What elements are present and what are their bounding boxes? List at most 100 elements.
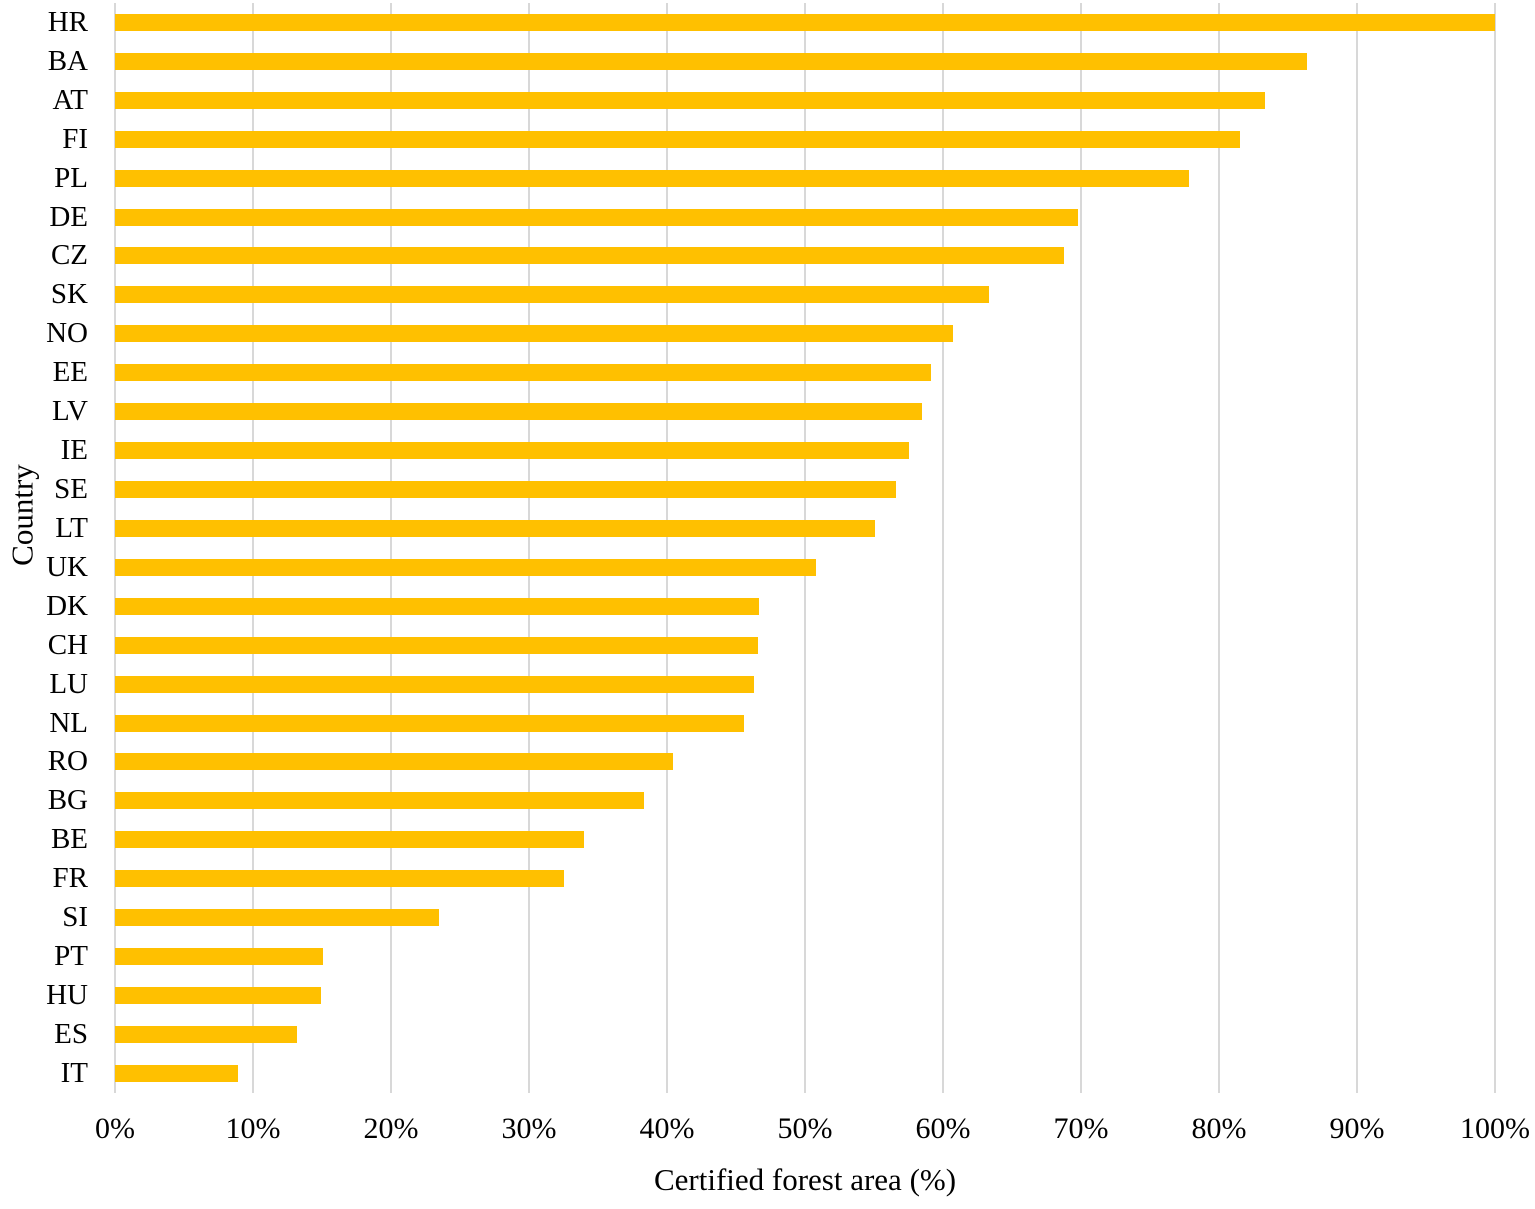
x-axis-title: Certified forest area (%) xyxy=(653,1162,957,1197)
y-tick-label: ES xyxy=(54,1017,88,1050)
gridline xyxy=(528,3,530,1093)
bar-row xyxy=(115,3,1495,42)
bar-SK xyxy=(115,286,989,304)
y-tick-label: EE xyxy=(52,356,88,389)
bar-PL xyxy=(115,169,1189,187)
gridline xyxy=(1356,3,1358,1093)
y-tick-label: SE xyxy=(54,473,88,506)
y-tick-label: DK xyxy=(46,589,88,622)
bar-row xyxy=(115,353,1495,392)
bar-BG xyxy=(115,792,644,810)
y-tick-label: RO xyxy=(47,745,88,778)
bar-FR xyxy=(115,870,564,888)
bar-BA xyxy=(115,52,1308,70)
y-tick-label: FR xyxy=(52,862,88,895)
bar-EE xyxy=(115,364,931,382)
x-tick-label: 40% xyxy=(639,1112,695,1145)
y-tick-label: CH xyxy=(47,628,88,661)
gridline xyxy=(390,3,392,1093)
bar-DK xyxy=(115,597,760,615)
bar-LT xyxy=(115,519,876,537)
bar-BE xyxy=(115,831,585,849)
gridline xyxy=(1080,3,1082,1093)
y-tick-label: NL xyxy=(49,706,88,739)
y-tick-label: SI xyxy=(62,901,88,934)
bar-CZ xyxy=(115,247,1065,265)
bar-CH xyxy=(115,636,759,654)
bar-row xyxy=(115,781,1495,820)
bar-row xyxy=(115,587,1495,626)
bar-LU xyxy=(115,675,754,693)
bar-row xyxy=(115,626,1495,665)
bar-row xyxy=(115,159,1495,198)
bar-row xyxy=(115,937,1495,976)
bar-row xyxy=(115,198,1495,237)
gridline xyxy=(252,3,254,1093)
bar-series xyxy=(115,3,1495,1093)
bar-row xyxy=(115,976,1495,1015)
bar-row xyxy=(115,548,1495,587)
y-tick-label: HR xyxy=(47,5,88,38)
y-tick-label: LU xyxy=(49,667,88,700)
x-tick-label: 0% xyxy=(95,1112,135,1145)
bar-NO xyxy=(115,325,953,343)
y-tick-label: NO xyxy=(46,317,88,350)
x-tick-label: 100% xyxy=(1460,1112,1530,1145)
y-tick-label: HU xyxy=(46,979,88,1011)
bar-row xyxy=(115,120,1495,159)
bar-row xyxy=(115,743,1495,782)
bar-FI xyxy=(115,130,1240,148)
y-axis-category-labels: HR BA AT FI PL DE CZ SK NO EE LV IE SE LT UK DK CH LU NL RO… xyxy=(0,3,88,1093)
bar-RO xyxy=(115,753,673,771)
x-tick-label: 90% xyxy=(1329,1112,1385,1145)
bar-row xyxy=(115,275,1495,314)
bar-IE xyxy=(115,442,909,460)
y-tick-label: AT xyxy=(52,83,88,116)
y-tick-label: FI xyxy=(62,122,88,155)
bar-row xyxy=(115,431,1495,470)
gridline xyxy=(666,3,668,1093)
bar-row xyxy=(115,898,1495,937)
x-tick-label: 10% xyxy=(225,1112,281,1145)
y-tick-label: PT xyxy=(54,940,88,973)
y-tick-label: BE xyxy=(50,823,88,856)
bar-HU xyxy=(115,987,321,1004)
y-tick-label: BA xyxy=(47,44,88,77)
y-tick-label: CZ xyxy=(50,239,88,272)
bar-row xyxy=(115,81,1495,120)
x-tick-label: 30% xyxy=(501,1112,557,1145)
y-tick-label: IE xyxy=(60,434,88,467)
x-tick-label: 50% xyxy=(777,1112,833,1145)
bar-LV xyxy=(115,403,923,421)
x-axis-tick-labels: 0% 10% 20% 30% 40% 50% 60% 70% 80% 90% 100% xyxy=(95,1110,1530,1148)
x-tick-label: 60% xyxy=(915,1112,971,1145)
y-tick-label: BG xyxy=(47,784,88,817)
y-tick-label: IT xyxy=(60,1056,88,1089)
bar-SI xyxy=(115,909,440,927)
bar-row xyxy=(115,509,1495,548)
bar-row xyxy=(115,470,1495,509)
bar-HR xyxy=(115,13,1495,31)
y-tick-label: DE xyxy=(49,200,88,233)
x-tick-label: 20% xyxy=(363,1112,419,1145)
gridline xyxy=(1218,3,1220,1093)
y-tick-label: UK xyxy=(46,550,88,583)
y-tick-label: LV xyxy=(52,395,88,428)
gridline xyxy=(1494,3,1496,1093)
bar-ES xyxy=(115,1025,298,1043)
bar-row xyxy=(115,42,1495,81)
bar-SE xyxy=(115,481,897,499)
bar-AT xyxy=(115,91,1265,109)
bar-row xyxy=(115,392,1495,431)
bar-row xyxy=(115,314,1495,353)
x-tick-label: 70% xyxy=(1053,1112,1109,1145)
gridline xyxy=(114,3,116,1093)
bar-NL xyxy=(115,714,745,732)
y-tick-label: LT xyxy=(55,511,88,544)
bar-row xyxy=(115,665,1495,704)
y-tick-label: PL xyxy=(54,161,88,194)
bar-UK xyxy=(115,558,817,576)
bar-PT xyxy=(115,948,324,966)
x-tick-label: 80% xyxy=(1191,1112,1247,1145)
